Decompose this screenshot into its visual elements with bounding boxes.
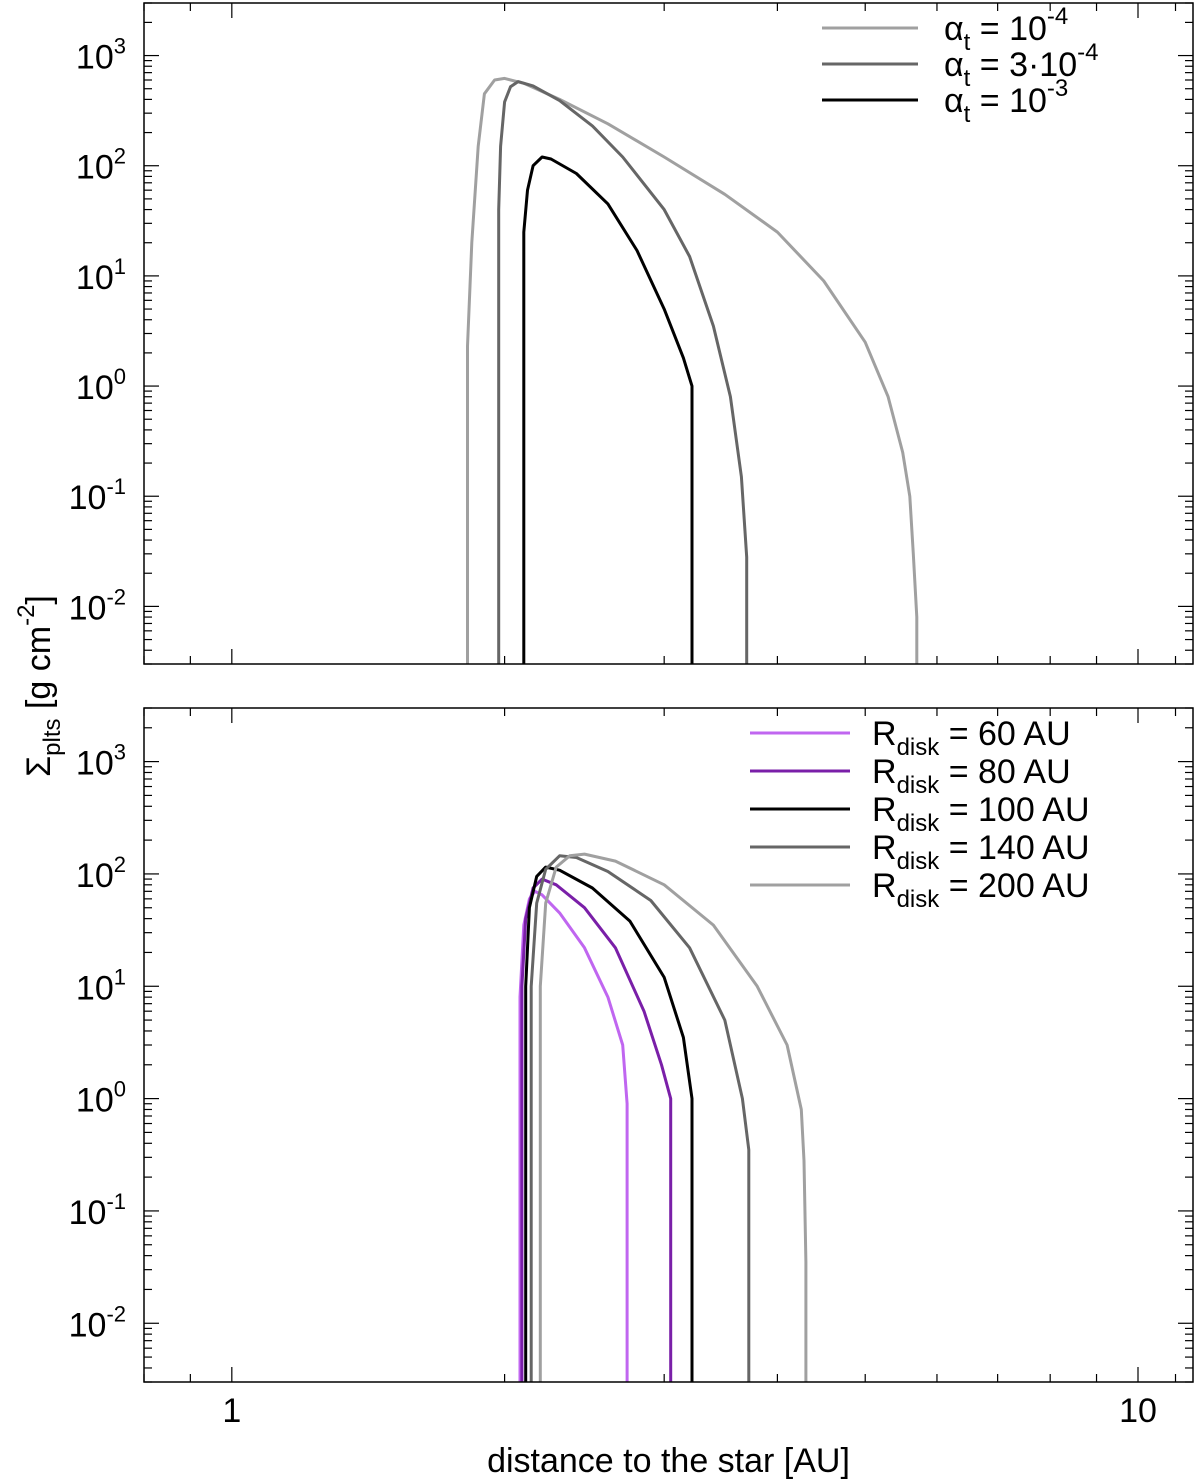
x-tick-label: 1 [222, 1392, 241, 1430]
y-tick-label: 10-1 [69, 474, 126, 517]
series-line-5 [538, 852, 808, 1382]
y-tick-label: 102 [76, 852, 126, 895]
y-tick-label: 101 [76, 254, 126, 297]
series-line-1 [466, 76, 919, 664]
y-tick-label: 10-1 [69, 1189, 126, 1232]
panel-1: 103 102 101 100 10-1 10-2 αt = 10-4αt = 3·10-4… [69, 2, 1194, 665]
series-line-3 [524, 865, 694, 1382]
series-line-2 [497, 80, 749, 664]
legend-label: Rdisk = 60 AU [872, 715, 1071, 761]
x-axis-label: distance to the star [AU] [487, 1442, 850, 1479]
series-line-3 [522, 155, 694, 664]
legend-label: αt = 10-4 [944, 3, 1068, 56]
legend-label: αt = 3·10-4 [944, 39, 1098, 92]
plot-frame [143, 2, 1194, 665]
y-tick-label: 100 [76, 364, 126, 407]
y-axis-label: Σplts [g cm-2] [13, 595, 66, 777]
x-tick-label: 10 [1119, 1392, 1157, 1430]
legend-label: Rdisk = 140 AU [872, 829, 1090, 875]
y-tick-label: 102 [76, 144, 126, 187]
series-line-2 [520, 877, 673, 1382]
y-tick-label: 103 [76, 740, 126, 783]
legend-label: Rdisk = 100 AU [872, 791, 1090, 837]
y-tick-label: 10-2 [69, 1301, 126, 1344]
legend-label: αt = 10-3 [944, 75, 1068, 128]
series-line-1 [518, 889, 629, 1382]
y-tick-label: 100 [76, 1077, 126, 1120]
series-line-4 [529, 854, 751, 1382]
legend-label: Rdisk = 200 AU [872, 867, 1090, 913]
legend-label: Rdisk = 80 AU [872, 753, 1071, 799]
y-tick-label: 10-2 [69, 584, 126, 627]
y-tick-label: 101 [76, 964, 126, 1007]
plot-frame [143, 707, 1194, 1383]
y-tick-label: 103 [76, 34, 126, 77]
legend: αt = 10-4αt = 3·10-4αt = 10-3 [822, 3, 1098, 128]
